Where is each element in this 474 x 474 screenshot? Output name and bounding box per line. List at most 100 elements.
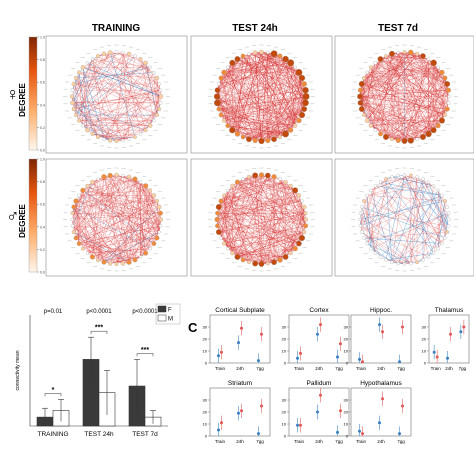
network-node xyxy=(240,53,246,59)
positive-edge xyxy=(391,225,449,263)
positive-edge xyxy=(404,51,439,126)
network-node xyxy=(80,246,85,251)
positive-edge xyxy=(73,174,117,233)
positive-edge xyxy=(267,77,303,141)
network-node xyxy=(214,216,220,223)
negative-edge xyxy=(366,195,372,249)
positive-edge xyxy=(223,72,296,126)
point-F xyxy=(240,409,243,413)
network-node xyxy=(358,217,362,222)
positive-edge xyxy=(75,219,162,239)
network-node xyxy=(384,54,388,58)
network-node xyxy=(282,254,289,260)
positive-edge xyxy=(71,178,136,220)
network-node xyxy=(85,61,89,65)
point-F xyxy=(401,404,404,408)
positive-edge xyxy=(218,212,306,233)
positive-edge xyxy=(237,51,262,134)
network-node xyxy=(378,255,383,259)
positive-edge xyxy=(103,139,123,141)
positive-edge xyxy=(370,51,405,126)
positive-edge xyxy=(97,219,162,261)
positive-edge xyxy=(232,62,281,138)
network-node xyxy=(365,70,369,75)
positive-edge xyxy=(227,248,244,261)
positive-edge xyxy=(223,55,281,121)
positive-edge xyxy=(103,53,160,85)
positive-edge xyxy=(97,178,136,261)
positive-edge xyxy=(361,206,411,264)
negative-edge xyxy=(385,178,439,249)
positive-edge xyxy=(267,52,281,138)
region-panel: Striatum 0 10 20 30 Train 24h 7gg xyxy=(203,380,271,444)
positive-edge xyxy=(360,67,439,103)
network-node xyxy=(302,99,309,107)
positive-edge xyxy=(237,181,300,244)
positive-edge xyxy=(216,83,305,97)
positive-edge xyxy=(149,90,161,126)
region-panel: Cortical Subplate 0 10 20 30 Train 24h 7gg xyxy=(203,307,271,371)
negative-edge xyxy=(375,185,442,196)
positive-edge xyxy=(375,55,424,64)
network-panel xyxy=(334,35,474,154)
positive-edge xyxy=(217,90,299,121)
positive-edge xyxy=(78,62,146,121)
positive-edge xyxy=(217,225,299,244)
network-node xyxy=(215,223,220,229)
positive-edge xyxy=(267,175,296,249)
network-node xyxy=(271,174,277,180)
positive-edge xyxy=(279,200,303,261)
positive-edge xyxy=(359,219,439,249)
network-node xyxy=(409,261,413,266)
negative-edge xyxy=(364,237,442,244)
network-node xyxy=(301,81,307,87)
positive-edge xyxy=(404,59,429,142)
network-node xyxy=(365,241,369,246)
network-node xyxy=(283,179,288,185)
network-node xyxy=(157,107,162,111)
colorbar-male xyxy=(28,158,38,273)
y-tick-label: 0 xyxy=(346,361,349,366)
network-node xyxy=(438,117,445,124)
network-node xyxy=(357,93,363,100)
column-title-test7d: TEST 7d xyxy=(378,23,418,34)
positive-edge xyxy=(217,102,281,138)
x-tick-label: 24h xyxy=(377,439,385,444)
positive-edge xyxy=(267,96,307,141)
network-panel xyxy=(45,35,188,154)
network-node xyxy=(76,241,82,246)
positive-edge xyxy=(71,96,99,138)
network-node xyxy=(90,131,95,136)
positive-edge xyxy=(359,96,434,131)
network-node xyxy=(415,260,419,265)
network-node xyxy=(446,87,452,93)
positive-edge xyxy=(363,55,424,79)
positive-edge xyxy=(79,243,130,263)
point-F xyxy=(299,351,302,355)
network-node xyxy=(298,234,306,242)
network-node xyxy=(282,130,290,138)
positive-edge xyxy=(71,219,130,263)
network-node xyxy=(408,173,413,178)
positive-edge xyxy=(109,175,117,265)
negative-edge xyxy=(367,213,449,244)
negative-edge xyxy=(391,176,434,187)
positive-edge xyxy=(363,200,376,254)
y-tick-label: 0 xyxy=(205,361,208,366)
positive-edge xyxy=(370,125,411,141)
network-node xyxy=(234,56,241,62)
legend-label-M: M xyxy=(168,317,173,323)
positive-edge xyxy=(416,237,446,263)
network-node xyxy=(303,217,309,222)
network-node xyxy=(298,74,306,82)
network-node xyxy=(69,94,75,99)
positive-edge xyxy=(237,53,275,135)
network-node xyxy=(246,174,251,179)
negative-edge xyxy=(82,67,93,134)
network-node xyxy=(295,68,303,76)
positive-edge xyxy=(97,176,105,260)
y-tick-label: 20 xyxy=(203,410,208,415)
positive-edge xyxy=(87,174,117,254)
network-node xyxy=(247,260,251,265)
network-node xyxy=(435,123,441,129)
